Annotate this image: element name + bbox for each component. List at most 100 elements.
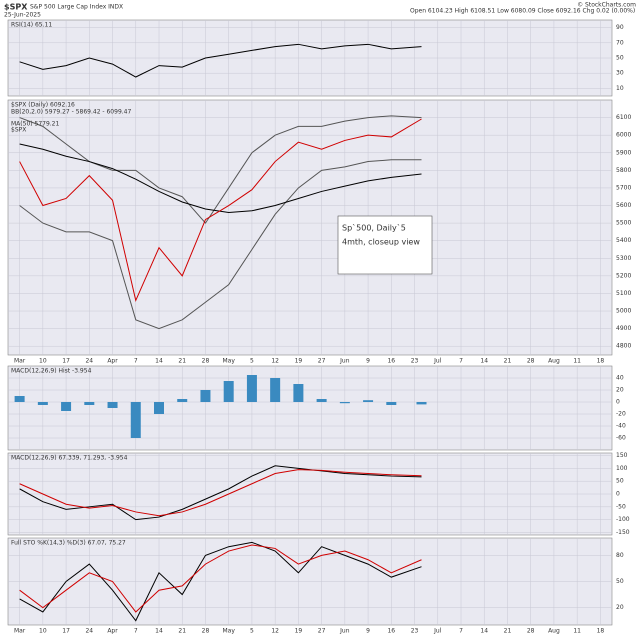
bar [61,402,72,411]
x-tick-label: 14 [480,628,488,635]
bar [130,402,141,438]
x-tick-label: 27 [318,628,326,635]
x-tick-label: Apr [107,358,118,365]
bar [154,402,164,414]
bar [14,396,25,402]
bar [246,375,257,402]
panel [7,365,613,451]
series-line [19,115,422,224]
series-line [19,469,422,517]
panel [7,99,613,356]
x-tick-label: 5 [250,358,254,365]
bar [270,378,281,402]
panel-title: Full STO %K(14,3) %D(3) 67.07, 75.27 [11,540,126,547]
y-tick-label: -40 [616,423,626,430]
series-line [19,541,422,622]
credit: © StockCharts.com [577,2,636,9]
y-tick-label: 5300 [616,255,631,262]
x-tick-label: 16 [387,628,395,635]
bar [107,402,118,408]
x-tick-label: 11 [573,628,581,635]
y-tick-label: 20 [616,604,624,611]
x-tick-label: 9 [366,358,370,365]
bar [386,402,397,405]
x-tick-label: May [222,628,235,635]
x-tick-label: 27 [318,358,326,365]
y-tick-label: 20 [616,387,624,394]
x-tick-label: Mar [14,628,26,635]
x-tick-label: 28 [527,628,535,635]
x-tick-label: 17 [62,628,70,635]
ohlc: Open 6104.23 High 6108.51 Low 6080.09 Cl… [410,8,635,15]
symbol: $SPX [4,3,28,12]
x-tick-label: 18 [597,358,605,365]
x-tick-label: Aug [548,628,560,635]
x-tick-label: Aug [548,358,560,365]
bar [223,381,234,402]
y-tick-label: -150 [616,529,630,536]
x-tick-label: 7 [134,628,138,635]
y-tick-label: 10 [616,85,624,92]
series-line [19,43,422,78]
x-tick-label: 5 [250,628,254,635]
y-tick-label: 80 [616,552,624,559]
x-tick-label: 14 [155,628,163,635]
panel-title: RSI(14) 65.11 [11,22,52,29]
x-tick-label: 10 [39,628,47,635]
bar [177,399,188,402]
y-tick-label: 50 [616,478,624,485]
y-tick-label: 0 [616,399,620,406]
y-tick-label: -100 [616,516,630,523]
y-tick-label: 40 [616,375,624,382]
x-tick-label: 7 [459,358,463,365]
x-tick-label: 17 [62,358,70,365]
bar [84,402,95,405]
y-tick-label: 150 [616,452,628,459]
x-tick-label: Jul [433,628,442,635]
bar [416,402,427,405]
x-tick-label: 19 [295,628,303,635]
x-tick-label: 28 [527,358,535,365]
y-tick-label: 5500 [616,220,631,227]
x-tick-label: 10 [39,358,47,365]
series-line [19,544,422,613]
y-tick-label: -60 [616,435,626,442]
x-tick-label: Jun [339,628,350,635]
y-tick-label: 6100 [616,114,631,121]
x-tick-label: 18 [597,628,605,635]
bar [200,390,211,402]
x-tick-label: 21 [504,358,512,365]
x-tick-label: Jun [339,358,350,365]
y-tick-label: 50 [616,55,624,62]
series-line [19,159,422,330]
x-tick-label: Jul [433,358,442,365]
panel-title: MACD(12,26,9) 67.339, 71.293, -3.954 [11,455,128,462]
panel-title: $SPX (Daily) 6092.16 [11,102,75,109]
series-line [19,143,422,214]
x-tick-label: 28 [202,628,210,635]
y-tick-label: -20 [616,411,626,418]
y-tick-label: 5200 [616,272,631,279]
x-tick-label: 12 [271,358,279,365]
x-tick-label: May [222,358,235,365]
y-tick-label: 5800 [616,167,631,174]
annotation: 4mth, closeup view [342,238,420,247]
bar [37,402,48,405]
y-tick-label: 5100 [616,290,631,297]
legend-entry: $SPX [11,127,26,134]
x-tick-label: 14 [480,358,488,365]
series-line [19,118,422,303]
bar [293,384,304,402]
x-tick-label: 7 [134,358,138,365]
date: 25-Jun-2025 [4,12,41,19]
x-tick-label: 28 [202,358,210,365]
y-tick-label: 30 [616,70,624,77]
x-tick-label: 21 [178,358,186,365]
bar [363,400,374,402]
y-tick-label: 100 [616,465,628,472]
y-tick-label: 6000 [616,132,631,139]
x-tick-label: 14 [155,358,163,365]
y-tick-label: 50 [616,578,624,585]
